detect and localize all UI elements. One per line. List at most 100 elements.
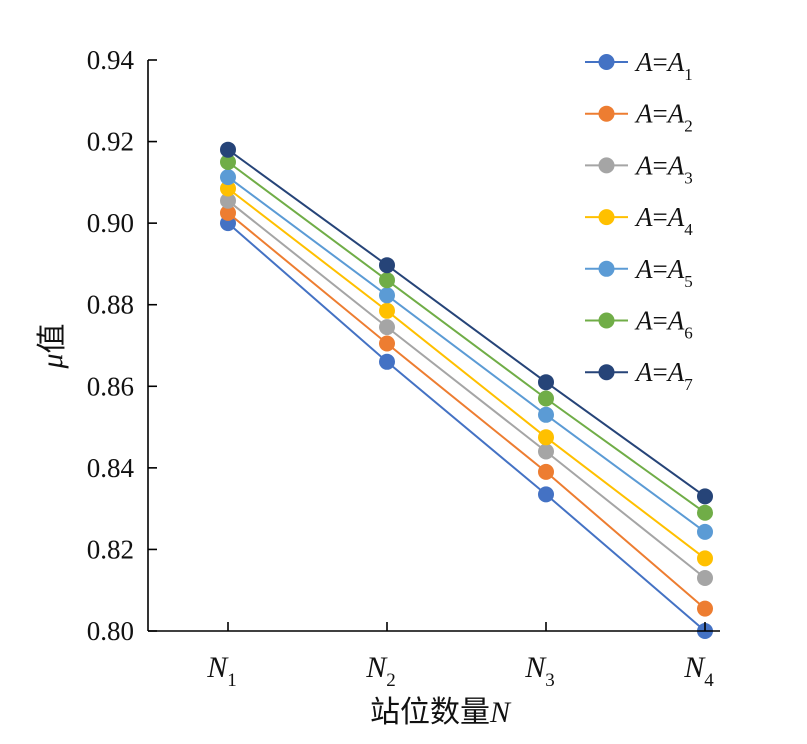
x-tick-label-base: N [206,651,229,684]
x-axis-title: 站位数量N [370,696,512,729]
y-tick-label: 0.84 [87,453,135,483]
legend-entry: A=A3 [585,150,693,187]
y-tick-label: 0.92 [87,127,134,157]
legend-label-sub: 6 [684,324,693,343]
legend-entry: A=A5 [585,254,693,291]
y-axis-title: μ值 [36,323,69,369]
legend-label-lhs: A [634,202,653,232]
data-point [379,287,395,304]
legend-label-sub: 5 [684,272,693,291]
x-tick-label-sub: 3 [545,670,555,691]
data-point [538,374,554,391]
legend-label-rhs: A [666,99,685,129]
data-point [220,141,236,158]
legend-label-rhs: A [666,357,685,387]
legend-entry: A=A6 [585,306,693,343]
data-point [220,154,236,170]
data-point [538,463,554,480]
data-point [697,523,713,540]
x-tick-label: N3 [524,651,555,691]
series-line [227,199,706,579]
legend-label: A=A6 [634,306,693,343]
x-ticks: N1 N2 N3 N4 [206,622,714,691]
x-tick-label: N4 [683,651,714,691]
x-tick-label-sub: 2 [386,670,396,691]
y-tick-label: 0.80 [87,616,134,646]
legend-marker [598,260,615,277]
legend-label-rhs: A [666,254,685,284]
data-point [697,600,713,617]
y-tick-label: 0.94 [87,45,135,75]
data-point [379,335,395,352]
legend-label-sub: 4 [684,220,693,239]
series-2 [220,204,713,617]
legend-label-eq: = [653,357,668,387]
y-tick-label: 0.82 [87,534,134,564]
series-7 [220,141,713,505]
series-line [227,148,706,498]
legend-label-lhs: A [634,254,653,284]
legend-label-eq: = [653,99,668,129]
legend-label-lhs: A [634,357,653,387]
legend-marker [598,105,615,122]
y-axis-title-var: μ [36,353,69,369]
legend-marker [598,209,615,226]
legend-label: A=A1 [634,47,693,84]
series-line [227,187,706,560]
legend-label-lhs: A [634,306,653,336]
y-axis-title-text: 值 [36,323,69,353]
legend-label-eq: = [653,150,668,180]
data-point [379,319,395,336]
series-line [227,176,706,533]
data-point [538,429,554,446]
legend-label-sub: 2 [684,117,693,136]
data-point [379,257,395,274]
legend-label-rhs: A [666,306,685,336]
legend-label-sub: 3 [684,168,693,187]
legend-label-eq: = [653,47,668,77]
legend-label-lhs: A [634,150,653,180]
data-point [379,353,395,370]
data-point [697,488,713,505]
legend-entry: A=A2 [585,99,693,136]
legend-entry: A=A1 [585,47,693,84]
series-line [227,222,706,632]
legend-label-sub: 7 [684,375,693,394]
data-point [220,180,236,197]
legend-label-rhs: A [666,202,685,232]
x-tick-label: N1 [206,651,237,691]
x-axis-title-text: 站位数量 [370,696,490,729]
legend-marker [598,312,615,329]
x-tick-label-base: N [365,651,388,684]
legend-label-rhs: A [666,150,685,180]
legend-label-rhs: A [666,47,685,77]
data-point [697,504,713,521]
legend-label-lhs: A [634,99,653,129]
data-point [538,443,554,460]
series-line [227,161,706,514]
legend-label-lhs: A [634,47,653,77]
series-4 [220,180,713,567]
x-tick-label-sub: 4 [704,670,714,691]
legend-label: A=A5 [634,254,693,291]
legend-marker [598,157,615,174]
data-point [538,486,554,503]
legend-label: A=A4 [634,202,693,239]
legend-entry: A=A4 [585,202,693,239]
legend-marker [598,54,615,70]
legend-label: A=A2 [634,99,693,136]
data-point [538,390,554,407]
data-point [697,550,713,567]
data-point [697,570,713,586]
x-tick-label-sub: 1 [227,670,237,691]
legend: A=A1A=A2A=A3A=A4A=A5A=A6A=A7 [585,47,693,394]
series-3 [220,192,713,586]
y-ticks: 0.80 0.82 0.84 0.86 0.88 0.90 0.92 0.94 [87,45,157,646]
x-tick-label-base: N [683,651,706,684]
legend-label-eq: = [653,254,668,284]
axes-layer [147,60,720,632]
y-tick-label: 0.88 [87,290,134,320]
data-point [220,169,236,186]
data-point [220,192,236,209]
